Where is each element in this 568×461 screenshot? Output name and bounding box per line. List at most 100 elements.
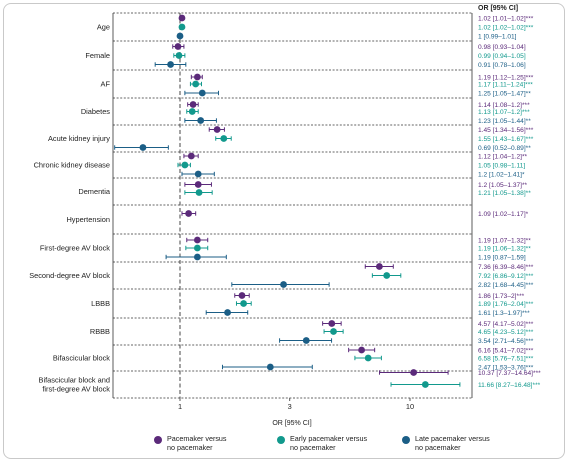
ci-text: 1.45 [1.34–1.56]*** xyxy=(478,127,534,134)
legend-entry: Early pacemaker versus no pacemaker xyxy=(290,434,367,452)
legend-marker xyxy=(154,436,162,444)
row-label-line: Female xyxy=(85,51,110,60)
point-estimate xyxy=(358,346,366,354)
point-estimate xyxy=(364,354,372,362)
point-estimate xyxy=(189,101,197,108)
ci-text: 2.82 [1.68–4.45]*** xyxy=(478,282,534,289)
ci-text: 1.89 [1.76–2.04]*** xyxy=(478,301,534,308)
ci-text: 1.86 [1.73–2]*** xyxy=(478,293,525,300)
ci-text: 1.02 [1.02–1.02]*** xyxy=(478,24,534,31)
ci-text: 1.25 [1.05–1.47]** xyxy=(478,90,531,97)
point-estimate xyxy=(383,272,391,279)
legend-entry-line: no pacemaker xyxy=(290,443,336,452)
legend-marker xyxy=(277,436,285,444)
row-label-line: Chronic kidney disease xyxy=(34,161,110,170)
legend-entry-line: Early pacemaker versus xyxy=(290,434,367,443)
row-label: First-degree AV block xyxy=(40,244,110,253)
point-estimate xyxy=(193,253,201,261)
ci-text: 3.54 [2.71–4.56]*** xyxy=(478,338,534,345)
point-estimate xyxy=(178,14,186,22)
row-label: LBBB xyxy=(91,299,110,308)
legend-entry-line: Late pacemaker versus xyxy=(415,434,490,443)
point-estimate xyxy=(421,381,429,388)
ci-text: 1.19 [1.07–1.32]** xyxy=(478,237,531,244)
point-estimate xyxy=(194,181,202,188)
x-axis-label: OR [95% CI] xyxy=(272,420,311,427)
point-estimate xyxy=(266,363,274,371)
ci-text: 1.2 [1.05–1.37]** xyxy=(478,182,528,189)
ci-text: 1.23 [1.05–1.44]** xyxy=(478,118,531,125)
row-label: Age xyxy=(97,23,110,32)
ci-text: 1 [0.99–1.01] xyxy=(478,33,517,40)
point-estimate xyxy=(167,61,174,68)
ci-text: 1.12 [1.04–1.2]** xyxy=(478,153,528,160)
row-label-line: Hypertension xyxy=(66,215,110,224)
ci-text: 7.36 [6.39–8.46]*** xyxy=(478,264,534,271)
ci-text: 1.19 [1.12–1.25]*** xyxy=(478,74,534,81)
x-tick-label: 1 xyxy=(178,402,182,411)
row-label: Bifascicular block xyxy=(53,354,110,363)
row-label: Diabetes xyxy=(81,107,110,116)
legend-entry-line: Pacemaker versus xyxy=(167,434,227,443)
row-label: Dementia xyxy=(78,187,111,196)
x-tick-label: 3 xyxy=(288,402,292,411)
point-estimate xyxy=(193,236,201,244)
point-estimate xyxy=(188,108,196,115)
ci-text: 1.61 [1.3–1.97]*** xyxy=(478,310,530,317)
x-tick-label: 10 xyxy=(406,402,414,411)
point-estimate xyxy=(224,309,231,316)
row-label-line: Second-degree AV block xyxy=(29,271,110,280)
ci-text: 1.14 [1.08–1.2]*** xyxy=(478,102,530,109)
ci-text: 1.05 [0.98–1.11] xyxy=(478,162,525,169)
ci-header: OR [95% CI] xyxy=(478,5,518,12)
point-estimate xyxy=(330,328,337,335)
row-label-line: first-degree AV block xyxy=(42,385,110,394)
ci-text: 0.69 [0.52–0.89]** xyxy=(478,145,531,152)
point-estimate xyxy=(220,135,228,142)
row-label: Bifascicular block and first-degree AV bl… xyxy=(39,376,111,394)
point-estimate xyxy=(302,337,310,344)
row-label-line: Dementia xyxy=(78,187,111,196)
row-label-line: First-degree AV block xyxy=(40,244,110,253)
ci-text: 11.66 [8.27–16.48]*** xyxy=(478,382,541,389)
row-label-line: Diabetes xyxy=(81,107,110,116)
point-estimate xyxy=(181,161,189,169)
row-label: Female xyxy=(85,51,110,60)
ci-text: 7.92 [6.86–9.12]*** xyxy=(478,273,534,280)
point-estimate xyxy=(328,320,336,327)
row-label-line: Bifascicular block and xyxy=(39,376,110,385)
row-label-line: Age xyxy=(97,23,110,32)
row-label: Second-degree AV block xyxy=(29,271,110,280)
point-estimate xyxy=(194,170,202,178)
point-estimate xyxy=(193,73,201,81)
point-estimate xyxy=(213,126,221,133)
ci-text: 0.98 [0.93–1.04] xyxy=(478,44,526,51)
row-label: AF xyxy=(101,80,111,89)
ci-text: 0.91 [0.78–1.06] xyxy=(478,62,526,69)
point-estimate xyxy=(375,263,383,270)
row-label-line: AF xyxy=(101,80,111,89)
ci-text: 2.47 [1.53–3.76]*** xyxy=(478,364,534,371)
ci-text: 6.16 [5.41–7.02]*** xyxy=(478,347,534,354)
point-estimate xyxy=(195,189,203,196)
ci-text: 4.65 [4.23–5.12]*** xyxy=(478,329,534,336)
point-estimate xyxy=(192,80,200,88)
point-estimate xyxy=(198,89,206,97)
point-estimate xyxy=(187,152,195,160)
row-label-line: RBBB xyxy=(90,327,110,336)
ci-text: 1.55 [1.43–1.67]*** xyxy=(478,136,534,143)
ci-text: 1.2 [1.02–1.41]* xyxy=(478,171,525,178)
point-estimate xyxy=(175,52,183,59)
legend-entry-line: no pacemaker xyxy=(167,443,213,452)
row-label: Chronic kidney disease xyxy=(34,161,110,170)
legend-marker xyxy=(402,436,410,444)
ci-text: 1.21 [1.05–1.38]** xyxy=(478,190,531,197)
legend-entry: Pacemaker versus no pacemaker xyxy=(167,434,227,452)
point-estimate xyxy=(410,369,418,376)
ci-text: 0.99 [0.94–1.05] xyxy=(478,53,526,60)
point-estimate xyxy=(197,117,205,124)
legend-entry: Late pacemaker versus no pacemaker xyxy=(415,434,490,452)
ci-text: 1.09 [1.02–1.17]* xyxy=(478,211,529,218)
point-estimate xyxy=(280,281,287,288)
